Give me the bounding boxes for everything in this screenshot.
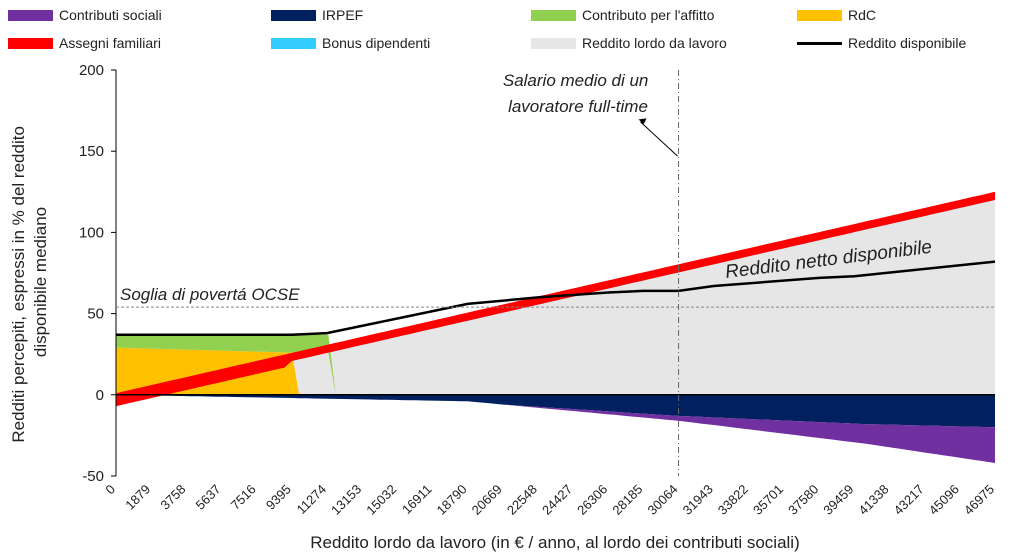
- x-tick-label: 11274: [294, 482, 329, 517]
- x-tick-label: 15032: [363, 482, 399, 518]
- legend-swatch: [531, 9, 576, 21]
- x-tick-label: 26306: [574, 482, 610, 518]
- x-tick-label: 18790: [434, 482, 470, 518]
- legend-item: Bonus dipendenti: [271, 33, 430, 53]
- x-tick-label: 39459: [820, 482, 856, 518]
- x-tick-label: 16911: [399, 482, 434, 517]
- legend-item: Contributo per l'affitto: [531, 5, 714, 25]
- salario-medio-arrow: [640, 121, 678, 157]
- series-reddito-disponibile: [116, 260, 996, 336]
- legend-label: Contributo per l'affitto: [582, 7, 715, 23]
- legend-label: Assegni familiari: [59, 35, 161, 51]
- x-tick-label: 13153: [328, 482, 364, 518]
- y-tick-label: 50: [87, 306, 104, 323]
- x-tick-label: 41338: [855, 482, 891, 518]
- y-axis-title: Redditi percepiti, espressi in % del red…: [9, 121, 50, 442]
- chart-legend: Contributi sociali IRPEF Contributo per l'…: [0, 0, 1024, 60]
- legend-label: Reddito lordo da lavoro: [582, 35, 727, 51]
- y-tick-label: 100: [79, 224, 104, 241]
- annotation-soglia-poverta: Soglia di povertá OCSE: [120, 285, 300, 304]
- legend-swatch: [797, 41, 842, 45]
- legend-label: Contributi sociali: [59, 7, 162, 23]
- x-tick-label: 5637: [193, 482, 224, 513]
- area-irpef: [116, 394, 995, 428]
- x-tick-label: 45096: [926, 482, 962, 518]
- salario-medio-arrowhead: [638, 118, 647, 125]
- x-tick-label: 3758: [157, 482, 188, 513]
- legend-label: RdC: [848, 7, 877, 23]
- chart-areas: [116, 191, 996, 463]
- legend-swatch: [797, 9, 842, 21]
- legend-label: Bonus dipendenti: [322, 35, 431, 51]
- x-tick-label: 30064: [645, 482, 681, 518]
- x-tick-label: 22548: [504, 482, 540, 518]
- legend-item: Reddito disponibile: [797, 33, 966, 53]
- x-tick-label: 46975: [961, 482, 997, 518]
- legend-item: Contributi sociali: [8, 5, 162, 25]
- y-tick-label: 200: [79, 62, 104, 79]
- x-tick-label: 0: [102, 482, 118, 498]
- y-tick-label: 0: [96, 387, 104, 404]
- legend-swatch: [8, 37, 53, 49]
- chart-axes: [115, 70, 995, 476]
- legend-item: IRPEF: [271, 5, 363, 25]
- y-tick-label: -50: [82, 468, 104, 485]
- y-tick-label: 150: [79, 143, 104, 160]
- legend-label: Reddito disponibile: [848, 35, 967, 51]
- x-tick-label: 37580: [785, 482, 821, 518]
- x-tick-label: 24427: [539, 482, 575, 518]
- x-tick-label: 28185: [609, 482, 645, 518]
- x-tick-label: 9395: [263, 482, 294, 513]
- x-tick-label: 20669: [469, 482, 505, 518]
- legend-item: RdC: [797, 5, 876, 25]
- area-rdc: [116, 347, 995, 395]
- x-tick-label: 1879: [122, 482, 153, 513]
- legend-swatch: [8, 9, 53, 21]
- x-tick-label: 43217: [891, 482, 927, 518]
- legend-swatch: [531, 37, 576, 49]
- area-contributi-sociali: [116, 394, 995, 463]
- legend-swatch: [271, 37, 316, 49]
- area-contributo-affitto: [116, 334, 995, 395]
- legend-item: Assegni familiari: [8, 33, 161, 53]
- legend-swatch: [271, 9, 316, 21]
- legend-item: Reddito lordo da lavoro: [531, 33, 727, 53]
- x-tick-label: 35701: [750, 482, 786, 518]
- x-tick-label: 7516: [228, 482, 259, 513]
- legend-label: IRPEF: [322, 7, 364, 23]
- area-reddito-lordo: [116, 193, 995, 395]
- x-tick-label: 31943: [680, 482, 716, 518]
- x-tick-label: 33822: [715, 482, 751, 518]
- area-assegni-familiari: [116, 191, 995, 407]
- x-axis-title: Reddito lordo da lavoro (in € / anno, al…: [310, 533, 800, 552]
- annotation-salario-medio: Salario medio di un lavoratore full-time: [503, 71, 653, 116]
